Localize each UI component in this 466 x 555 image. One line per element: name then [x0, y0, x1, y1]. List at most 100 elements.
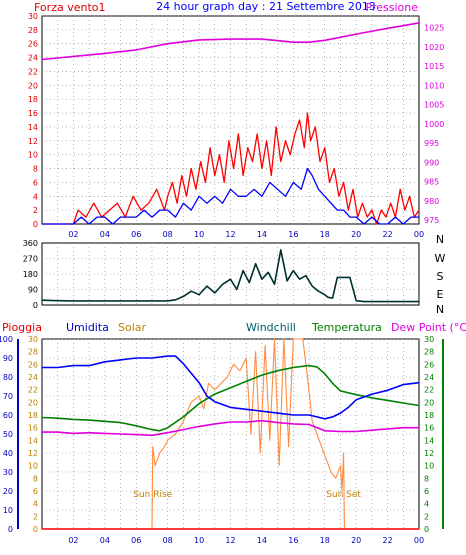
weather-panel-grid	[42, 338, 419, 529]
wx-right-tick-9: 18	[424, 411, 434, 420]
wx-x-tick-9: 20	[351, 536, 361, 545]
wx-mid-tick-6: 12	[28, 449, 38, 458]
wind-right-tick-9: 1020	[424, 43, 444, 52]
wx-x-tick-11: 00	[414, 536, 424, 545]
wx-mid-tick-5: 10	[28, 462, 38, 471]
wx-right-tick-12: 24	[424, 373, 434, 382]
compass-label-4: N	[436, 303, 444, 316]
wx-mid-tick-13: 26	[28, 360, 38, 369]
wind-left-tick-5: 10	[28, 151, 38, 160]
wx-x-tick-5: 12	[225, 536, 235, 545]
wind-right-tick-10: 1025	[424, 24, 444, 33]
legend-item-1: Umidita	[66, 321, 109, 334]
wind-left-tick-15: 30	[28, 12, 38, 21]
wind-left-tick-8: 16	[28, 109, 38, 118]
wx-series-2	[42, 419, 419, 437]
wx-right-tick-8: 16	[424, 424, 434, 433]
wind-panel-grid	[42, 15, 419, 224]
wx-right-tick-15: 30	[424, 335, 434, 344]
wx-left-tick-10: 100	[0, 335, 13, 344]
chart-title: 24 hour graph day : 21 Settembre 2013	[156, 0, 376, 13]
wx-mid-tick-9: 18	[28, 411, 38, 420]
wx-x-tick-1: 04	[100, 536, 110, 545]
wx-right-tick-0: 0	[424, 525, 429, 534]
wx-right-tick-3: 6	[424, 487, 429, 496]
wind-series-1	[42, 112, 420, 225]
wind-right-tick-0: 975	[424, 216, 439, 225]
wind-right-tick-5: 1000	[424, 120, 444, 129]
wind-x-tick-9: 20	[351, 230, 361, 239]
legend-item-3: Windchill	[246, 321, 296, 334]
wx-x-tick-8: 18	[320, 536, 330, 545]
wind-left-tick-3: 6	[33, 178, 38, 187]
wind-right-tick-8: 1015	[424, 62, 444, 71]
wx-series-0	[42, 355, 420, 420]
wx-series-1	[41, 364, 420, 432]
wind-panel-axes: 0246810121416182022242628309759809859909…	[28, 12, 445, 239]
sun-annotation-0: Sun Rise	[133, 490, 172, 500]
wx-right-tick-11: 22	[424, 386, 434, 395]
wind-left-tick-1: 2	[33, 206, 38, 215]
dir-series-0	[41, 249, 419, 303]
wind-left-tick-14: 28	[28, 26, 38, 35]
wind-right-tick-7: 1010	[424, 81, 444, 90]
wx-right-tick-1: 2	[424, 512, 429, 521]
wx-left-tick-3: 30	[3, 468, 13, 477]
wx-left-tick-2: 20	[3, 487, 13, 496]
wx-x-tick-0: 02	[68, 536, 78, 545]
wx-x-tick-6: 14	[257, 536, 267, 545]
wind-x-tick-7: 16	[288, 230, 298, 239]
weather-panel-legend: Pioggia Umidita Solar Windchill Temperatura D…	[2, 321, 466, 334]
wx-right-tick-5: 10	[424, 462, 434, 471]
wind-x-tick-3: 08	[163, 230, 173, 239]
direction-panel-grid	[42, 243, 419, 305]
direction-panel-series	[41, 249, 419, 303]
wx-mid-tick-1: 2	[33, 512, 38, 521]
dir-left-tick-1: 90	[28, 286, 38, 295]
wx-x-tick-4: 10	[194, 536, 204, 545]
wx-mid-tick-7: 14	[28, 436, 38, 445]
dir-left-tick-3: 270	[23, 255, 38, 264]
wx-mid-tick-0: 0	[33, 525, 38, 534]
legend-item-5: Dew Point (°C)	[391, 321, 466, 334]
legend-item-2: Solar	[118, 321, 147, 334]
wind-right-tick-2: 985	[424, 178, 439, 187]
wind-x-tick-10: 22	[382, 230, 392, 239]
dir-left-tick-4: 360	[23, 239, 38, 248]
weather-panel-series	[41, 338, 420, 530]
wx-x-tick-10: 22	[382, 536, 392, 545]
wx-mid-tick-15: 30	[28, 335, 38, 344]
wind-left-tick-6: 12	[28, 137, 38, 146]
wx-right-tick-13: 26	[424, 360, 434, 369]
wind-x-tick-2: 06	[131, 230, 141, 239]
wind-series-2	[42, 167, 419, 225]
wind-left-tick-0: 0	[33, 220, 38, 229]
wx-left-tick-7: 70	[3, 392, 13, 401]
weather-panel-axes: 0102030405060708090100024681012141618202…	[0, 335, 444, 545]
compass-label-1: W	[435, 252, 446, 265]
dir-left-tick-2: 180	[23, 270, 38, 279]
wind-left-tick-7: 14	[28, 123, 38, 132]
wind-left-tick-9: 18	[28, 95, 38, 104]
wx-left-tick-4: 40	[3, 449, 13, 458]
wx-right-tick-14: 28	[424, 348, 434, 357]
legend-item-4: Temperatura	[311, 321, 382, 334]
wx-mid-tick-3: 6	[33, 487, 38, 496]
wx-mid-tick-14: 28	[28, 348, 38, 357]
wind-x-tick-6: 14	[257, 230, 267, 239]
wx-x-tick-2: 06	[131, 536, 141, 545]
wind-right-tick-4: 995	[424, 139, 439, 148]
weather-panel-annotations: Sun Rise Sun Set	[133, 490, 361, 500]
wx-x-tick-3: 08	[163, 536, 173, 545]
wind-right-tick-6: 1005	[424, 101, 444, 110]
wind-left-tick-13: 26	[28, 40, 38, 49]
wind-x-tick-11: 00	[414, 230, 424, 239]
wind-speed-label: Forza vento1	[34, 1, 106, 14]
wx-left-tick-8: 80	[3, 373, 13, 382]
wx-mid-tick-2: 4	[33, 500, 38, 509]
wind-right-tick-3: 990	[424, 158, 439, 167]
wx-mid-tick-11: 22	[28, 386, 38, 395]
wind-left-tick-12: 24	[28, 54, 38, 63]
